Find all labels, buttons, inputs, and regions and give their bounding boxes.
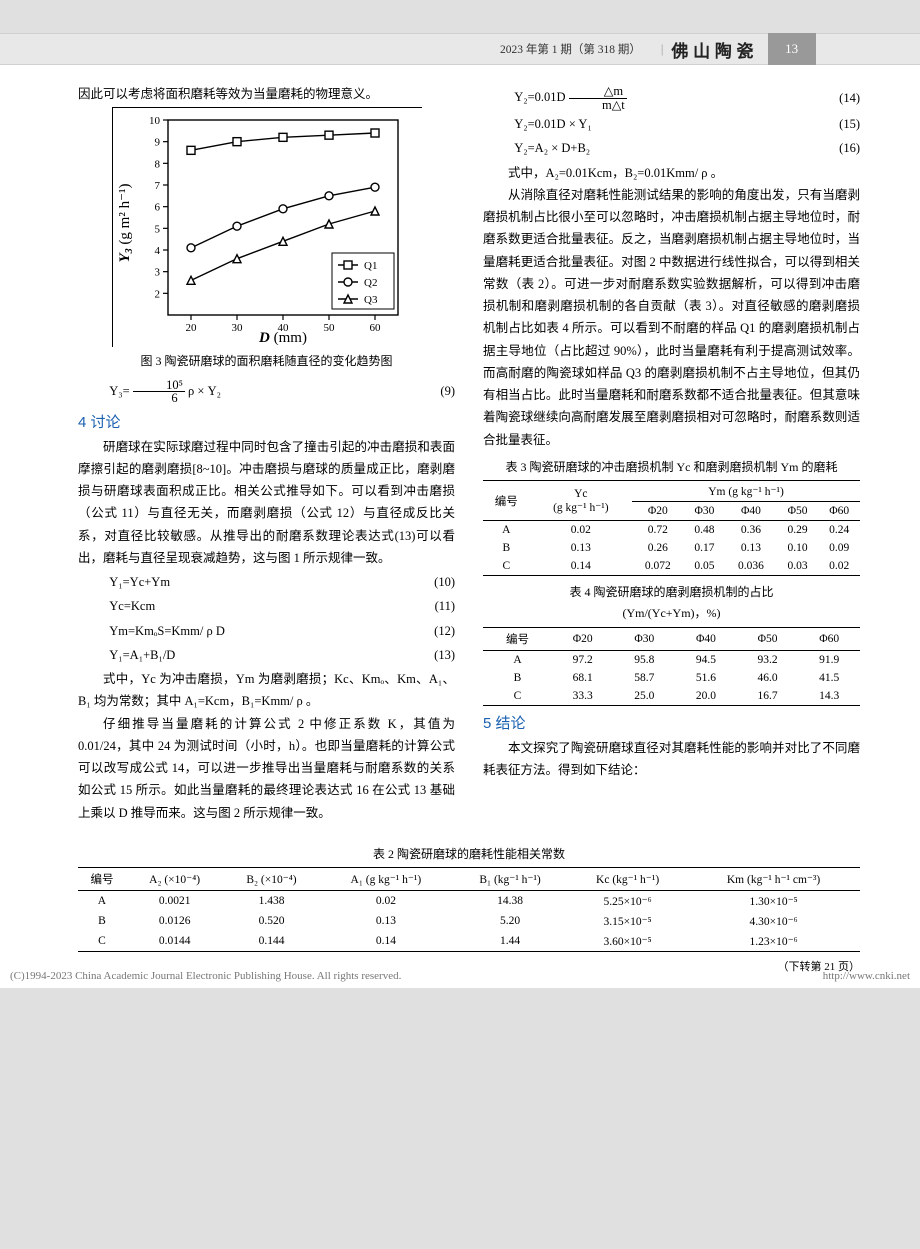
eq9-lhs: Y₃= — [109, 383, 129, 397]
svg-text:10: 10 — [149, 115, 161, 127]
t3-phi-col: Φ20 — [632, 502, 684, 521]
t3-phi-col: Φ30 — [684, 502, 726, 521]
equation-16: Y₂=A₂ × D+B₂(16) — [483, 137, 860, 159]
equation-9: Y₃= 10⁵6 ρ × Y₂ (9) — [78, 379, 455, 405]
svg-text:5: 5 — [154, 224, 160, 236]
separator: | — [661, 42, 664, 57]
para-4b: 式中，Yc 为冲击磨损，Ym 为磨剥磨损；Kc、Kmₒ、Km、A₁、B₁ 均为常… — [78, 668, 455, 713]
issue-label: 2023 年第 1 期（第 318 期） — [500, 41, 641, 57]
section-4-heading: 4 讨论 — [78, 411, 455, 432]
page: 2023 年第 1 期（第 318 期） | 佛 山 陶 瓷 13 因此可以考虑… — [0, 0, 920, 988]
eq14-num: △m — [569, 85, 627, 99]
t3-phi-col: Φ60 — [818, 502, 860, 521]
svg-text:9: 9 — [154, 137, 160, 149]
equation-13: Y₁=A₁+B₁/D(13) — [78, 644, 455, 666]
svg-text:50: 50 — [323, 322, 335, 334]
table-2-caption: 表 2 陶瓷研磨球的磨耗性能相关常数 — [78, 844, 860, 865]
para-5: 本文探究了陶瓷研磨球直径对其磨耗性能的影响并对比了不同磨耗表征方法。得到如下结论… — [483, 737, 860, 782]
table-3-caption: 表 3 陶瓷研磨球的冲击磨损机制 Yc 和磨剥磨损机制 Ym 的磨耗 — [483, 457, 860, 478]
svg-text:20: 20 — [185, 322, 197, 334]
para-4c: 仔细推导当量磨耗的计算公式 2 中修正系数 K，其值为 0.01/24，其中 2… — [78, 713, 455, 824]
svg-text:7: 7 — [154, 180, 160, 192]
page-number: 13 — [768, 33, 816, 65]
table-2: 编号A₂ (×10⁻⁴)B₂ (×10⁻⁴)A₁ (g kg⁻¹ h⁻¹)B₁ … — [78, 867, 860, 952]
t3-h-id: 编号 — [483, 481, 530, 521]
eq9-den: 6 — [133, 392, 185, 405]
para-r1: 从消除直径对磨耗性能测试结果的影响的角度出发，只有当磨剥磨损机制占比很小至可以忽… — [483, 184, 860, 451]
eq9-rest: ρ × Y₂ — [188, 383, 221, 397]
svg-text:8: 8 — [154, 159, 160, 171]
chart-svg: D (mm) Y3 (g m² h⁻¹) 2345678910203040506… — [113, 108, 423, 348]
t3-h-ym: Ym (g kg⁻¹ h⁻¹) — [632, 481, 860, 502]
table-row: A0.020.720.480.360.290.24 — [483, 521, 860, 540]
eq14-den: m△t — [569, 99, 627, 112]
eq-note: 式中，A₂=0.01Kcm，B₂=0.01Kmm/ ρ 。 — [483, 162, 860, 184]
content: 因此可以考虑将面积磨耗等效为当量磨耗的物理意义。 D (mm) Y3 (g m²… — [0, 65, 920, 834]
t3-phi-col: Φ50 — [777, 502, 819, 521]
equation-12: Ym=KmₒS=Kmm/ ρ D(12) — [78, 620, 455, 642]
table-row: B0.130.260.170.130.100.09 — [483, 539, 860, 557]
eq9-number: (9) — [409, 380, 455, 402]
svg-text:60: 60 — [369, 322, 381, 334]
header-band — [0, 0, 920, 33]
t3-h-yc: Yc (g kg⁻¹ h⁻¹) — [530, 481, 633, 521]
intro-line: 因此可以考虑将面积磨耗等效为当量磨耗的物理意义。 — [78, 83, 455, 105]
figure-3-chart: D (mm) Y3 (g m² h⁻¹) 2345678910203040506… — [112, 107, 422, 347]
figure-3-caption: 图 3 陶瓷研磨球的面积磨耗随直径的变化趋势图 — [78, 351, 455, 372]
table-4-caption-2: (Ym/(Yc+Ym)，%) — [483, 603, 860, 624]
t3-phi-col: Φ40 — [725, 502, 777, 521]
journal-title: 佛 山 陶 瓷 — [671, 37, 753, 62]
equation-10: Y₁=Yc+Ym(10) — [78, 571, 455, 593]
table-row: A97.295.894.593.291.9 — [483, 650, 860, 669]
table-4-caption: 表 4 陶瓷研磨球的磨剥磨损机制的占比 — [483, 582, 860, 603]
table-4: 编号Φ20Φ30Φ40Φ50Φ60 A97.295.894.593.291.9B… — [483, 627, 860, 706]
footer: (C)1994-2023 China Academic Journal Elec… — [10, 970, 910, 982]
footer-left: (C)1994-2023 China Academic Journal Elec… — [10, 970, 401, 982]
header-row: 2023 年第 1 期（第 318 期） | 佛 山 陶 瓷 13 — [0, 33, 920, 65]
svg-text:4: 4 — [154, 245, 160, 257]
svg-text:30: 30 — [231, 322, 243, 334]
svg-text:Q1: Q1 — [364, 260, 377, 272]
table-3: 编号 Yc (g kg⁻¹ h⁻¹) Ym (g kg⁻¹ h⁻¹) Φ20Φ3… — [483, 480, 860, 576]
left-column: 因此可以考虑将面积磨耗等效为当量磨耗的物理意义。 D (mm) Y3 (g m²… — [78, 83, 455, 824]
svg-text:2: 2 — [154, 289, 160, 301]
section-5-heading: 5 结论 — [483, 712, 860, 733]
eq14-lhs: Y₂=0.01D — [514, 90, 568, 104]
footer-right: http://www.cnki.net — [823, 970, 910, 982]
equation-15: Y₂=0.01D × Y₁(15) — [483, 113, 860, 135]
para-4a: 研磨球在实际球磨过程中同时包含了撞击引起的冲击磨损和表面摩擦引起的磨剥磨损[8~… — [78, 436, 455, 570]
right-column: Y₂=0.01D △mm△t (14) Y₂=0.01D × Y₁(15) Y₂… — [483, 83, 860, 824]
table-row: C33.325.020.016.714.3 — [483, 687, 860, 706]
eq9-num: 10⁵ — [133, 379, 185, 393]
svg-text:Q3: Q3 — [364, 294, 378, 306]
table-row: B68.158.751.646.041.5 — [483, 669, 860, 687]
svg-text:40: 40 — [277, 322, 289, 334]
svg-text:3: 3 — [154, 267, 160, 279]
table-row: B0.01260.5200.135.203.15×10⁻⁵4.30×10⁻⁶ — [78, 911, 860, 931]
wide-table-area: 表 2 陶瓷研磨球的磨耗性能相关常数 编号A₂ (×10⁻⁴)B₂ (×10⁻⁴… — [0, 834, 920, 988]
table-row: A0.00211.4380.0214.385.25×10⁻⁶1.30×10⁻⁵ — [78, 891, 860, 912]
equation-14: Y₂=0.01D △mm△t (14) — [483, 85, 860, 111]
table-row: C0.01440.1440.141.443.60×10⁻⁵1.23×10⁻⁶ — [78, 931, 860, 952]
eq14-number: (14) — [808, 87, 860, 109]
svg-text:6: 6 — [154, 202, 160, 214]
table-row: C0.140.0720.050.0360.030.02 — [483, 557, 860, 576]
equation-11: Yc=Kcm(11) — [78, 595, 455, 617]
svg-text:Q2: Q2 — [364, 277, 377, 289]
